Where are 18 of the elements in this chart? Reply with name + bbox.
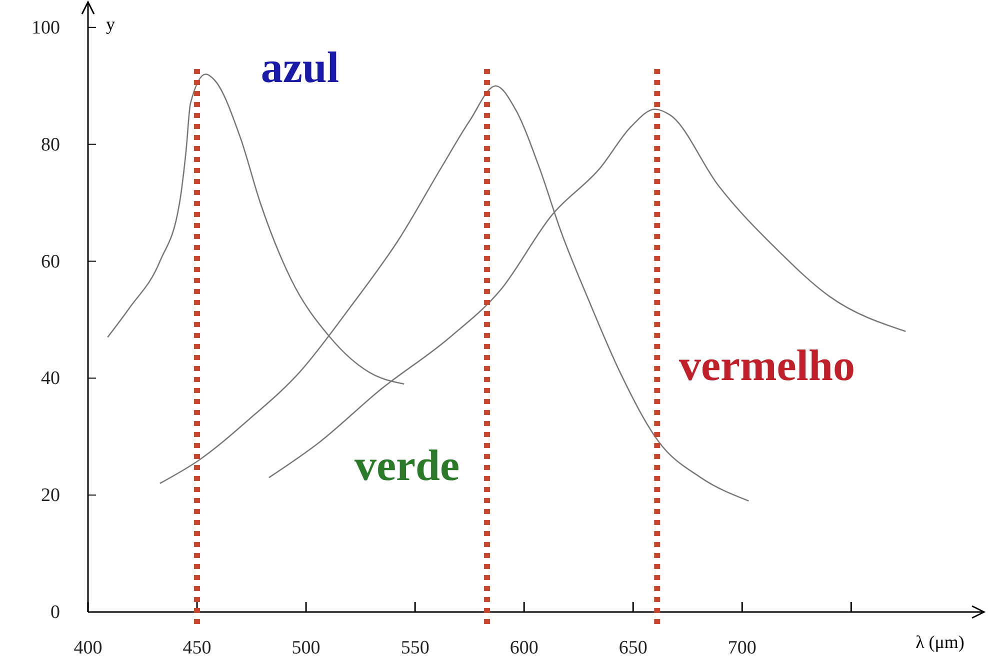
- x-tick-label: 450: [182, 637, 212, 658]
- x-tick-label: 400: [74, 637, 102, 658]
- y-tick-label: 60: [41, 251, 60, 272]
- y-tick-label: 0: [50, 602, 60, 624]
- x-tick-label: 600: [510, 637, 538, 658]
- x-tick-label: 650: [618, 637, 648, 658]
- y-tick-label: 100: [32, 17, 60, 38]
- y-tick-label: 80: [41, 134, 60, 156]
- x-tick-label: 550: [400, 637, 430, 658]
- x-tick-label: 500: [292, 637, 320, 658]
- y-tick-label: 40: [41, 368, 60, 390]
- x-axis-title: λ (μm): [916, 632, 964, 652]
- annotation: vermelho: [679, 341, 855, 390]
- annotation: azul: [260, 43, 340, 92]
- x-tick-label: 700: [728, 637, 756, 658]
- y-axis-title: y: [106, 14, 115, 34]
- y-tick-label: 20: [41, 485, 60, 506]
- annotation: verde: [354, 441, 460, 490]
